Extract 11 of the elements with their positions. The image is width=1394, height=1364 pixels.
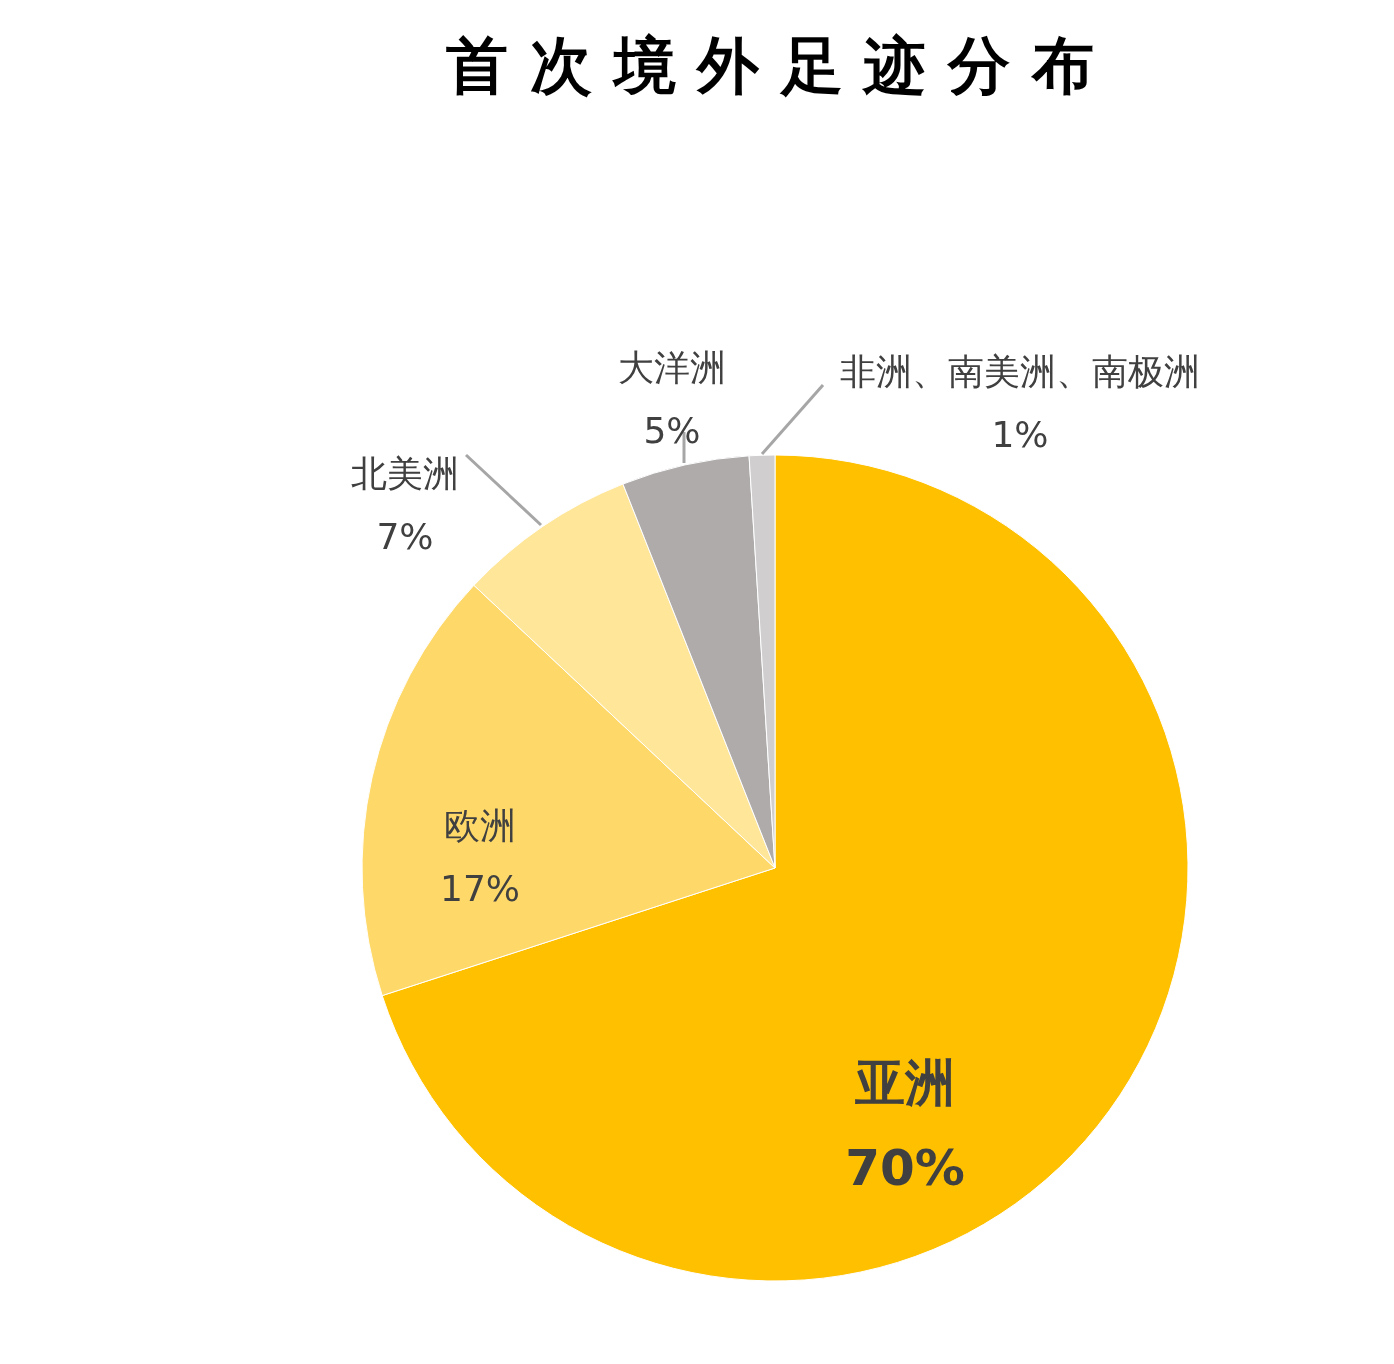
data-label: 1% — [991, 414, 1049, 455]
data-label: 70% — [845, 1139, 965, 1197]
data-label: 5% — [643, 410, 701, 451]
slice-label: 大洋洲 — [618, 347, 726, 388]
slice-label: 非洲、南美洲、南极洲 — [840, 351, 1200, 392]
data-label: 7% — [376, 516, 434, 557]
slice-label: 亚洲 — [854, 1054, 955, 1112]
chart-title: 首 次 境 外 足 迹 分 布 — [446, 29, 1094, 102]
slice-label: 北美洲 — [351, 453, 459, 494]
slice-label: 欧洲 — [444, 805, 516, 846]
data-label: 17% — [439, 868, 521, 909]
